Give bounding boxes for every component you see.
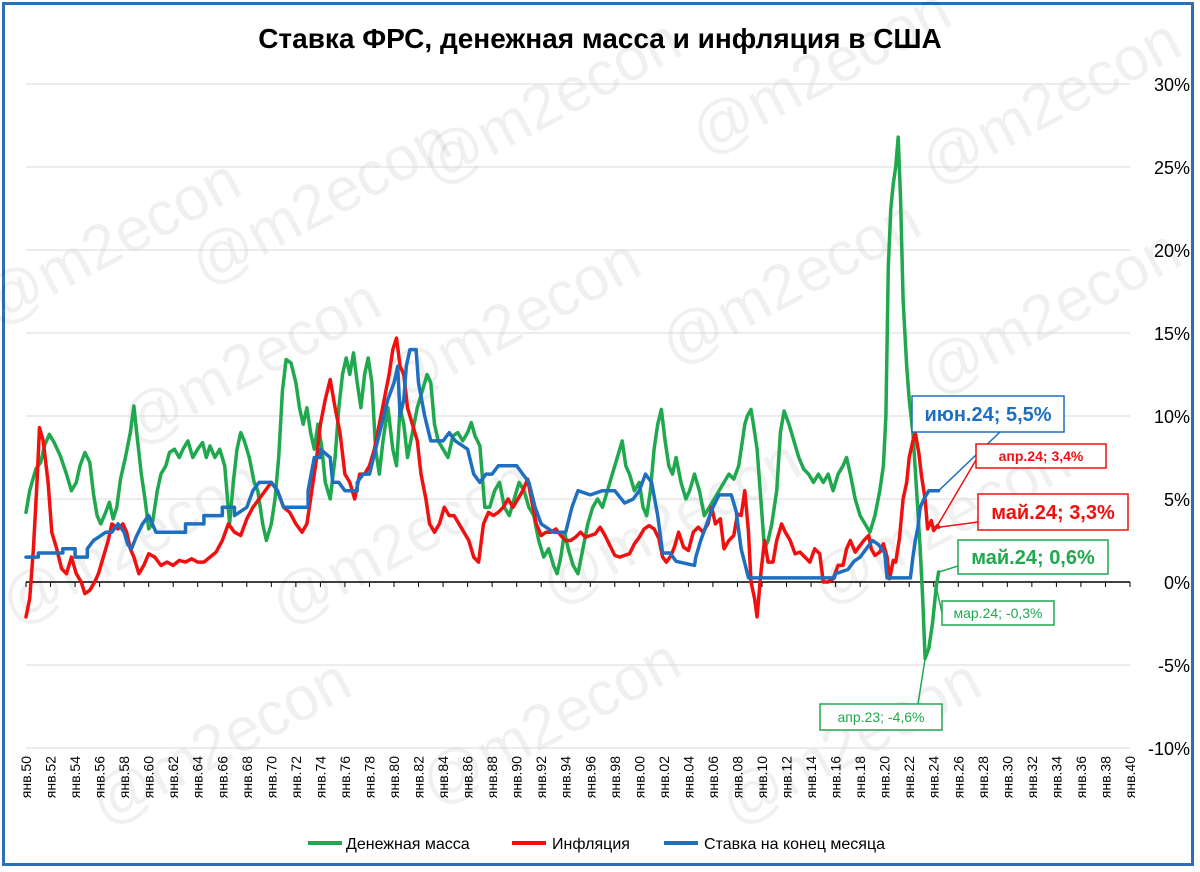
x-tick-label: янв.26 bbox=[950, 756, 966, 798]
x-tick-label: янв.50 bbox=[18, 756, 34, 798]
series-line-money bbox=[24, 135, 941, 661]
x-tick-label: янв.06 bbox=[705, 756, 721, 798]
x-tick-label: янв.94 bbox=[558, 756, 574, 798]
chart-title: Ставка ФРС, денежная масса и инфляция в … bbox=[258, 23, 942, 54]
series-line-inflation bbox=[24, 336, 941, 619]
x-tick-label: янв.68 bbox=[239, 756, 255, 798]
x-tick-label: янв.30 bbox=[999, 756, 1015, 798]
y-tick-label: 0% bbox=[1164, 573, 1190, 593]
x-tick-label: янв.34 bbox=[1048, 756, 1064, 798]
legend-label: Инфляция bbox=[552, 836, 630, 853]
watermark-text: @m2econ bbox=[369, 225, 652, 419]
x-tick-label: янв.74 bbox=[312, 756, 328, 798]
annotation-leader bbox=[936, 459, 977, 526]
annotation-leader bbox=[917, 658, 926, 705]
x-tick-label: янв.78 bbox=[361, 756, 377, 798]
x-tick-label: янв.54 bbox=[67, 756, 83, 798]
legend-label: Ставка на конец месяца bbox=[704, 836, 885, 853]
x-tick-label: янв.72 bbox=[288, 756, 304, 798]
x-tick-label: янв.00 bbox=[631, 756, 647, 798]
x-tick-label: янв.62 bbox=[165, 756, 181, 798]
x-tick-label: янв.92 bbox=[533, 756, 549, 798]
y-axis-ticks: 30% 25% 20% 15% 10% 5% 0% -5% -10% bbox=[1148, 75, 1190, 759]
x-tick-label: янв.40 bbox=[1122, 756, 1138, 798]
annotation-label: мар.24; -0,3% bbox=[953, 605, 1042, 621]
y-tick-label: -5% bbox=[1158, 656, 1190, 676]
x-tick-label: янв.58 bbox=[116, 756, 132, 798]
x-tick-label: янв.12 bbox=[779, 756, 795, 798]
x-tick-label: янв.98 bbox=[607, 756, 623, 798]
x-tick-label: янв.82 bbox=[411, 756, 427, 798]
watermark-text: @m2econ bbox=[409, 625, 692, 819]
annotation-leader bbox=[938, 565, 959, 573]
x-tick-label: янв.64 bbox=[190, 756, 206, 798]
x-tick-label: янв.28 bbox=[975, 756, 991, 798]
y-tick-label: 10% bbox=[1154, 407, 1190, 427]
x-axis-ticks: янв.50 янв.52 янв.54 янв.56 янв.58 янв.60 янв.… bbox=[18, 756, 1138, 798]
y-tick-label: 25% bbox=[1154, 158, 1190, 178]
watermark-text: @m2econ bbox=[259, 445, 542, 639]
watermark-text: @m2econ bbox=[909, 215, 1192, 409]
x-tick-label: янв.32 bbox=[1024, 756, 1040, 798]
x-tick-label: янв.08 bbox=[729, 756, 745, 798]
x-tick-label: янв.70 bbox=[263, 756, 279, 798]
y-tick-label: -10% bbox=[1148, 739, 1190, 759]
annotation-box bbox=[957, 539, 1109, 575]
annotation-label: апр.24; 3,4% bbox=[999, 448, 1084, 464]
annotation-box bbox=[975, 443, 1107, 469]
x-tick-label: янв.02 bbox=[656, 756, 672, 798]
annotation-leader bbox=[935, 586, 943, 614]
x-tick-label: янв.56 bbox=[92, 756, 108, 798]
x-tick-label: янв.38 bbox=[1097, 756, 1113, 798]
x-tick-label: янв.66 bbox=[214, 756, 230, 798]
x-tick-label: янв.14 bbox=[803, 756, 819, 798]
grid-lines bbox=[26, 83, 1130, 749]
x-tick-label: янв.60 bbox=[141, 756, 157, 798]
watermark-text: @m2econ bbox=[529, 425, 812, 619]
watermark-text: @m2econ bbox=[109, 265, 392, 459]
y-tick-label: 15% bbox=[1154, 324, 1190, 344]
annotation-box bbox=[819, 703, 943, 731]
watermark-text: @m2econ bbox=[79, 645, 362, 839]
annotation-label: май.24; 3,3% bbox=[991, 502, 1115, 524]
x-tick-label: янв.10 bbox=[754, 756, 770, 798]
x-tick-label: янв.96 bbox=[582, 756, 598, 798]
x-tick-label: янв.80 bbox=[386, 756, 402, 798]
annotation-leader bbox=[938, 521, 979, 528]
y-tick-label: 20% bbox=[1154, 241, 1190, 261]
x-tick-label: янв.88 bbox=[484, 756, 500, 798]
watermark-text: @m2econ bbox=[709, 645, 992, 839]
annotation-box bbox=[977, 493, 1129, 531]
x-tick-label: янв.24 bbox=[926, 756, 942, 798]
x-tick-label: янв.36 bbox=[1073, 756, 1089, 798]
x-tick-label: янв.52 bbox=[43, 756, 59, 798]
legend: Денежная масса Инфляция Ставка на конец ме… bbox=[308, 836, 885, 853]
y-tick-label: 30% bbox=[1154, 75, 1190, 95]
annotation-label: июн.24; 5,5% bbox=[924, 404, 1051, 426]
x-tick-label: янв.16 bbox=[828, 756, 844, 798]
annotation-leader bbox=[938, 431, 1001, 492]
zero-axis bbox=[25, 581, 1131, 587]
annotation-box bbox=[911, 395, 1065, 433]
x-tick-label: янв.90 bbox=[509, 756, 525, 798]
series-layer bbox=[24, 135, 941, 661]
y-tick-label: 5% bbox=[1164, 490, 1190, 510]
series-line-rate bbox=[24, 347, 941, 580]
annotation-layer: июн.24; 5,5% апр.24; 3,4% май.24; 3,3% май.… bbox=[819, 395, 1129, 731]
x-tick-label: янв.18 bbox=[852, 756, 868, 798]
annotation-box bbox=[941, 600, 1055, 626]
x-tick-label: янв.84 bbox=[435, 756, 451, 798]
x-tick-label: янв.22 bbox=[901, 756, 917, 798]
annotation-label: май.24; 0,6% bbox=[971, 547, 1095, 569]
x-tick-label: янв.76 bbox=[337, 756, 353, 798]
legend-label: Денежная масса bbox=[346, 836, 470, 853]
annotation-label: апр.23; -4,6% bbox=[838, 709, 925, 725]
x-tick-label: янв.86 bbox=[460, 756, 476, 798]
x-tick-label: янв.20 bbox=[877, 756, 893, 798]
x-tick-label: янв.04 bbox=[680, 756, 696, 798]
